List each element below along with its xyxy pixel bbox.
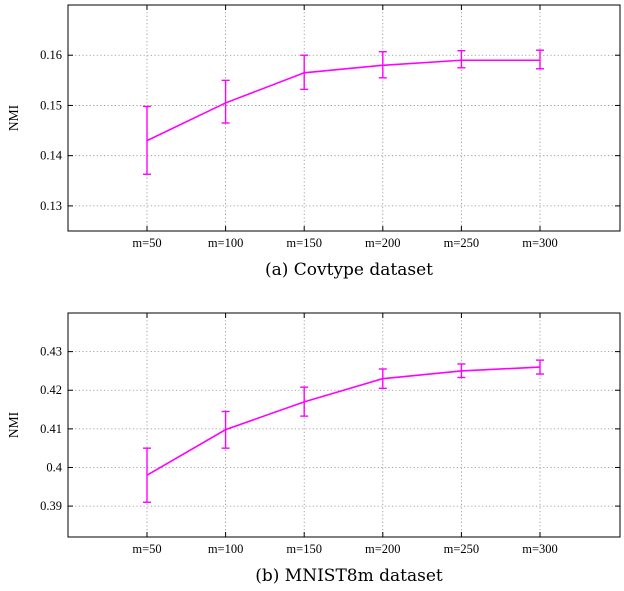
plot-frame — [67, 4, 621, 232]
y-tick-label: 0.43 — [40, 345, 62, 359]
y-tick-label: 0.15 — [40, 98, 62, 112]
error-bar — [300, 54, 309, 91]
error-bar — [457, 50, 466, 69]
error-bar — [143, 105, 151, 175]
panel-caption: (a) Covtype dataset — [265, 260, 433, 280]
y-tick-label: 0.14 — [40, 149, 63, 163]
x-tick-label: m=250 — [444, 542, 480, 556]
error-bar — [143, 447, 151, 503]
y-tick-label: 0.42 — [40, 383, 62, 397]
y-tick-label: 0.4 — [46, 460, 62, 474]
series-line — [146, 59, 540, 142]
panel-caption: (b) MNIST8m dataset — [255, 566, 443, 586]
y-tick-label: 0.13 — [40, 199, 62, 213]
error-bar — [457, 363, 466, 379]
x-tick-label: m=200 — [365, 236, 401, 250]
y-axis-label: NMI — [6, 104, 21, 131]
error-bar — [221, 79, 230, 124]
x-tick-label: m=100 — [208, 236, 244, 250]
x-tick-label: m=50 — [132, 542, 161, 556]
y-tick-label: 0.39 — [40, 499, 62, 513]
x-tick-label: m=300 — [522, 542, 558, 556]
plot-area — [68, 313, 620, 537]
series-line — [146, 366, 541, 476]
y-axis-label: NMI — [6, 411, 21, 438]
error-bar — [378, 51, 387, 79]
error-bar — [378, 368, 387, 390]
error-bar — [536, 49, 544, 70]
x-tick-label: m=150 — [286, 236, 322, 250]
error-bar — [536, 359, 544, 375]
y-tick-label: 0.41 — [40, 422, 62, 436]
chart-panel-b: m=50 m=100 m=150 m=200 m=250 m=300 0.39 0.4 0.41… — [6, 312, 621, 556]
chart-panel-a: m=50 m=100 m=150 m=200 m=250 m=300 0.13 0.14 0.1… — [6, 4, 621, 250]
x-tick-label: m=150 — [286, 542, 322, 556]
x-tick-label: m=300 — [522, 236, 558, 250]
y-tick-label: 0.16 — [40, 48, 62, 62]
x-tick-label: m=50 — [132, 236, 161, 250]
plot-area — [68, 5, 620, 231]
plot-frame — [67, 312, 621, 538]
x-tick-label: m=200 — [365, 542, 401, 556]
error-bar — [221, 410, 230, 449]
error-bar — [300, 386, 309, 417]
x-tick-label: m=100 — [208, 542, 244, 556]
x-tick-label: m=250 — [444, 236, 480, 250]
